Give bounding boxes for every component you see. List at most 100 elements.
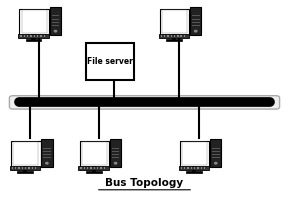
Bar — [167, 35, 168, 36]
FancyBboxPatch shape — [190, 7, 201, 35]
Bar — [112, 157, 119, 158]
Bar — [27, 36, 28, 37]
Bar — [171, 36, 172, 37]
Bar — [177, 35, 179, 36]
Circle shape — [54, 30, 57, 32]
Bar — [187, 168, 189, 169]
Bar — [184, 35, 185, 36]
Bar — [104, 167, 105, 168]
Bar — [184, 36, 185, 37]
Bar — [181, 36, 182, 37]
Bar — [167, 36, 168, 37]
Bar — [30, 35, 32, 36]
Bar — [44, 35, 45, 36]
Bar — [87, 167, 88, 168]
Circle shape — [114, 163, 117, 164]
Bar — [80, 167, 82, 168]
FancyBboxPatch shape — [78, 166, 109, 170]
Bar — [80, 168, 82, 169]
Bar — [40, 36, 42, 37]
Bar — [104, 168, 105, 169]
Bar — [97, 168, 99, 169]
FancyBboxPatch shape — [160, 9, 189, 35]
Bar — [37, 35, 38, 36]
FancyBboxPatch shape — [18, 34, 49, 37]
FancyBboxPatch shape — [19, 9, 49, 35]
Bar — [186, 171, 202, 173]
Bar — [192, 16, 199, 17]
FancyBboxPatch shape — [41, 139, 53, 167]
Bar — [177, 36, 179, 37]
Bar — [194, 168, 195, 169]
Bar — [190, 168, 192, 169]
Bar — [212, 148, 220, 149]
Bar — [160, 36, 162, 37]
Bar — [94, 168, 95, 169]
Bar — [27, 35, 28, 36]
Bar — [192, 166, 195, 171]
Bar — [174, 36, 175, 37]
Bar — [25, 167, 26, 168]
Bar — [52, 25, 59, 26]
Bar — [187, 167, 189, 168]
Bar — [197, 168, 199, 169]
Bar — [190, 167, 192, 168]
Bar — [34, 36, 35, 37]
Bar — [15, 168, 16, 169]
Bar — [12, 168, 13, 169]
FancyBboxPatch shape — [210, 139, 221, 167]
Bar — [192, 25, 199, 26]
Bar — [204, 168, 205, 169]
FancyBboxPatch shape — [180, 141, 210, 167]
Bar — [172, 34, 175, 39]
Bar — [100, 168, 102, 169]
Bar — [201, 167, 202, 168]
FancyBboxPatch shape — [79, 141, 109, 167]
Bar — [17, 171, 33, 173]
FancyBboxPatch shape — [10, 96, 279, 109]
Bar — [32, 167, 33, 168]
Bar — [15, 167, 16, 168]
Bar — [52, 22, 59, 23]
Bar — [112, 148, 119, 149]
Bar — [24, 36, 25, 37]
Bar — [97, 167, 99, 168]
Bar — [32, 168, 33, 169]
Bar — [84, 167, 85, 168]
Bar — [204, 167, 205, 168]
Bar — [171, 35, 172, 36]
Bar — [44, 36, 45, 37]
Bar — [212, 157, 220, 158]
Bar — [166, 39, 182, 41]
Bar — [18, 167, 20, 168]
Bar — [181, 35, 182, 36]
Bar — [43, 157, 51, 158]
FancyBboxPatch shape — [110, 139, 121, 167]
FancyBboxPatch shape — [159, 34, 189, 37]
Circle shape — [215, 163, 217, 164]
Bar — [37, 36, 38, 37]
Bar — [43, 148, 51, 149]
Bar — [212, 151, 220, 152]
Bar — [160, 35, 162, 36]
Bar — [12, 167, 13, 168]
FancyBboxPatch shape — [179, 166, 209, 170]
Bar — [22, 10, 47, 33]
Circle shape — [46, 163, 48, 164]
Bar — [112, 151, 119, 152]
Bar — [174, 35, 175, 36]
Bar — [26, 39, 41, 41]
Bar — [30, 36, 32, 37]
Bar — [181, 167, 182, 168]
Bar — [40, 35, 42, 36]
Bar — [32, 34, 35, 39]
Bar — [184, 168, 185, 169]
Bar — [164, 35, 165, 36]
Bar — [90, 167, 92, 168]
Bar — [84, 168, 85, 169]
Circle shape — [194, 30, 197, 32]
Bar — [212, 154, 220, 155]
Bar — [197, 167, 199, 168]
Bar — [28, 168, 30, 169]
Bar — [43, 154, 51, 155]
